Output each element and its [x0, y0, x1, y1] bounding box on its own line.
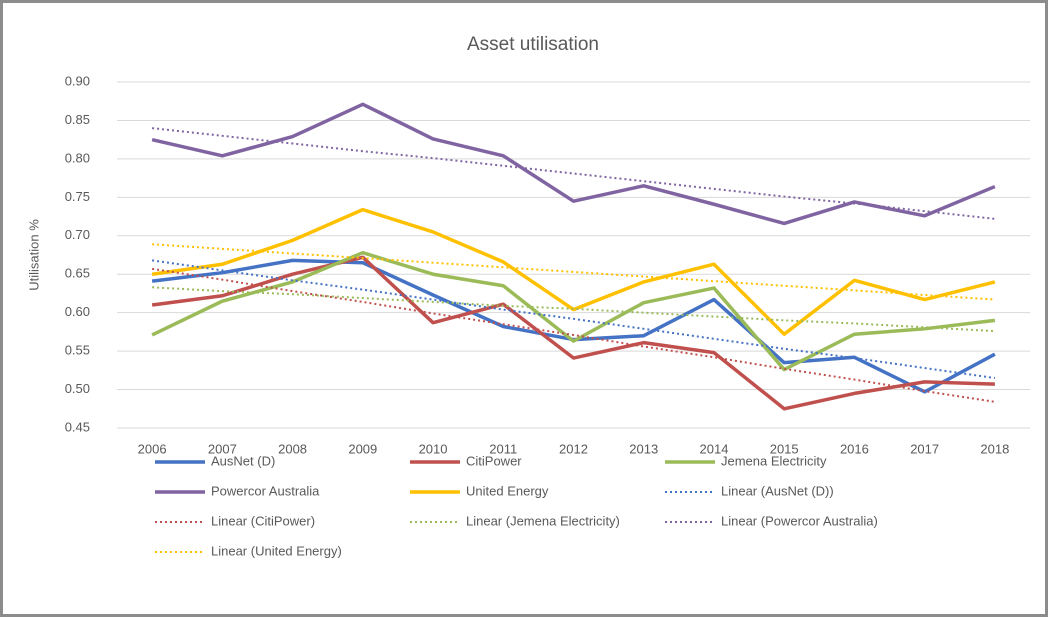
x-tick-label: 2009 — [348, 441, 377, 456]
y-tick-label: 0.65 — [65, 266, 90, 281]
y-tick-label: 0.50 — [65, 381, 90, 396]
chart-title: Asset utilisation — [467, 34, 599, 55]
x-tick-label: 2018 — [980, 441, 1009, 456]
y-tick-label: 0.70 — [65, 227, 90, 242]
y-tick-label: 0.75 — [65, 189, 90, 204]
legend-label: Linear (AusNet (D)) — [721, 483, 834, 498]
x-tick-label: 2011 — [489, 441, 517, 456]
x-tick-label: 2010 — [419, 441, 448, 456]
legend-label: AusNet (D) — [211, 453, 275, 468]
trend-line — [152, 243, 995, 301]
legend-label: Linear (CitiPower) — [211, 513, 315, 528]
x-tick-label: 2012 — [559, 441, 588, 456]
x-tick-label: 2016 — [840, 441, 869, 456]
x-tick-label: 2008 — [278, 441, 307, 456]
x-tick-label: 2013 — [629, 441, 658, 456]
y-tick-label: 0.60 — [65, 304, 90, 319]
series-line — [151, 255, 995, 411]
legend-label: United Energy — [466, 483, 549, 498]
trend-line — [152, 286, 995, 333]
trend-line — [152, 127, 995, 220]
series-line — [151, 102, 996, 226]
x-tick-label: 2017 — [910, 441, 939, 456]
y-tick-label: 0.90 — [65, 73, 90, 88]
legend-label: Jemena Electricity — [721, 453, 827, 468]
legend-label: Powercor Australia — [211, 483, 320, 498]
y-tick-label: 0.80 — [65, 150, 90, 165]
y-axis-label: Utilisation % — [26, 219, 41, 291]
y-tick-label: 0.55 — [65, 343, 90, 358]
trend-line — [151, 259, 996, 380]
x-tick-label: 2015 — [770, 441, 799, 456]
y-tick-label: 0.45 — [65, 419, 90, 434]
trend-line — [151, 267, 996, 403]
series-line — [151, 250, 996, 372]
legend-label: Linear (Jemena Electricity) — [466, 513, 620, 528]
legend-label: Linear (United Energy) — [211, 543, 342, 558]
x-tick-label: 2006 — [138, 441, 167, 456]
x-tick-label: 2014 — [700, 441, 729, 456]
x-tick-label: 2007 — [208, 441, 237, 456]
legend-label: Linear (Powercor Australia) — [721, 513, 878, 528]
legend-label: CitiPower — [466, 453, 522, 468]
y-tick-label: 0.85 — [65, 112, 90, 127]
